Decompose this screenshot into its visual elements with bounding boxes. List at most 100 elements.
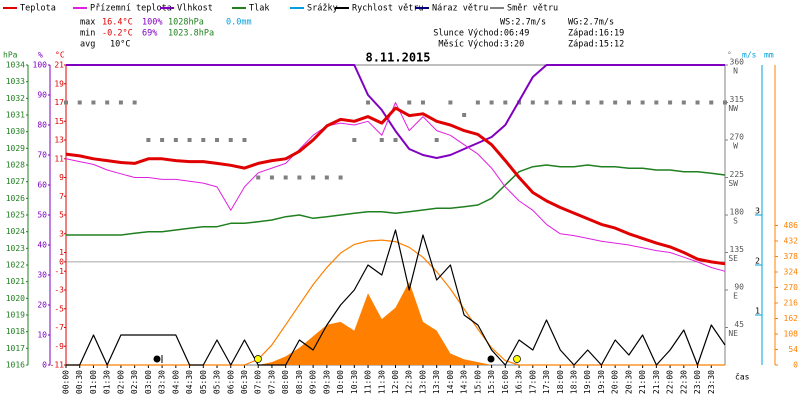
wind-gust: WG:2.7m/s: [568, 18, 614, 28]
legend-label: Směr větru: [507, 4, 558, 14]
direction-point: [311, 175, 316, 180]
direction-point: [228, 138, 233, 142]
stats: max 16.4°C 100% 1028hPa 0.0mm min -0.2°C…: [80, 18, 252, 50]
stat: 100%: [142, 18, 162, 28]
y-tick-label: 1017: [6, 344, 25, 353]
y-tick-label: 1022: [6, 261, 25, 270]
y-tick-label: 13: [54, 136, 64, 145]
x-tick-label: 12:30: [405, 370, 414, 394]
y-tick-label: 1029: [6, 144, 25, 153]
direction-point: [503, 100, 508, 105]
direction-point: [475, 100, 480, 105]
moonset-marker: [487, 355, 495, 363]
direction-point: [681, 100, 686, 105]
direction-point: [201, 138, 206, 142]
direction-label: W: [733, 142, 738, 151]
y-tick-label: 1034: [6, 61, 25, 70]
direction-point: [64, 100, 68, 105]
x-tick-label: 17:30: [542, 370, 551, 394]
direction-point: [242, 138, 247, 142]
x-tick-label: 11:30: [377, 370, 386, 394]
x-tick-label: 20:30: [624, 370, 633, 394]
y-tick-label: 10: [37, 331, 47, 340]
line: [66, 164, 726, 236]
direction-point: [352, 138, 357, 142]
x-tick-label: 14:00: [446, 370, 455, 394]
legend-label: Náraz větru: [432, 4, 488, 14]
y3-tick-label: 3: [755, 207, 760, 216]
x-tick-label: 23:00: [693, 370, 702, 394]
direction-point: [668, 100, 673, 105]
y-tick-label: 1031: [6, 111, 25, 120]
chart-title: 8.11.2015: [365, 51, 430, 65]
y-tick-label: -9: [54, 342, 64, 351]
y-tick-label: 1027: [6, 177, 25, 186]
y3-tick-label: 2: [755, 257, 760, 266]
y4-tick-label: 270: [784, 283, 799, 292]
y4-tick-label: 486: [784, 221, 799, 230]
y2-tick-label: 90: [734, 283, 744, 292]
x-tick-label: 10:30: [350, 370, 359, 394]
sunset-marker: [513, 355, 521, 363]
legend-label: Rychlost větru: [352, 4, 424, 14]
legend-label: Přízemní teplota: [90, 4, 172, 14]
direction-point: [434, 138, 439, 142]
direction-point: [571, 100, 576, 105]
direction-point: [338, 175, 343, 180]
direction-point: [77, 100, 82, 105]
y2-tick-label: 45: [734, 320, 744, 329]
y2-tick-label: 270: [730, 133, 745, 142]
x-tick-label: 02:00: [116, 370, 125, 394]
x-tick-label: 09:30: [322, 370, 331, 394]
x-tick-label: 08:00: [281, 370, 290, 394]
y-tick-label: 15: [54, 117, 64, 126]
y-tick-label: 7: [59, 192, 64, 201]
y-tick-label: 100: [33, 61, 48, 70]
y-tick-label: -7: [54, 323, 64, 332]
y2-tick-label: 315: [730, 95, 745, 104]
y4-tick-label: 216: [784, 298, 799, 307]
direction-point: [599, 100, 604, 105]
y-tick-label: 1026: [6, 194, 25, 203]
x-tick-label: 21:00: [638, 370, 647, 394]
x-tick-label: 12:00: [391, 370, 400, 394]
sunset: Západ:16:19: [568, 29, 624, 39]
direction-point: [407, 100, 412, 105]
stat: 16.4°C: [102, 18, 133, 28]
direction-point: [256, 175, 261, 180]
direction-point: [118, 100, 123, 105]
y-tick-label: 1033: [6, 77, 25, 86]
x-tick-label: 10:00: [336, 370, 345, 394]
y-tick-label: 1030: [6, 127, 25, 136]
stat: -0.2°C: [102, 29, 133, 39]
x-tick-label: 00:30: [75, 370, 84, 394]
direction-point: [723, 100, 727, 105]
y-tick-label: 1016: [6, 361, 25, 370]
y-tick-label: 1023: [6, 244, 25, 253]
y-tick-label: 1025: [6, 211, 25, 220]
y4-tick-label: 324: [784, 267, 799, 276]
y4-tick-label: 432: [784, 236, 799, 245]
stat: 10°C: [110, 40, 130, 50]
y4-tick-label: 108: [784, 329, 799, 338]
x-tick-label: 23:30: [707, 370, 716, 394]
x-tick-label: 15:00: [473, 370, 482, 394]
direction-point: [654, 100, 659, 105]
direction-label: SW: [728, 179, 738, 188]
x-tick-label: 22:00: [666, 370, 675, 394]
y-tick-label: 1: [59, 248, 64, 257]
y3-tick-label: 1: [755, 307, 760, 316]
direction-point: [283, 175, 288, 180]
y-tick-label: 1019: [6, 311, 25, 320]
x-tick-label: 11:00: [364, 370, 373, 394]
x-tick-label: 22:30: [679, 370, 688, 394]
sunrise: Východ:06:49: [468, 29, 529, 39]
y-tick-label: 1020: [6, 294, 25, 303]
x-tick-label: 06:30: [240, 370, 249, 394]
y2-tick-label: 180: [730, 208, 745, 217]
legend-label: Tlak: [249, 4, 269, 14]
axis-unit: °C: [55, 51, 65, 60]
direction-point: [695, 100, 700, 105]
y2-tick-label: 135: [730, 245, 745, 254]
x-tick-label: 04:30: [185, 370, 194, 394]
